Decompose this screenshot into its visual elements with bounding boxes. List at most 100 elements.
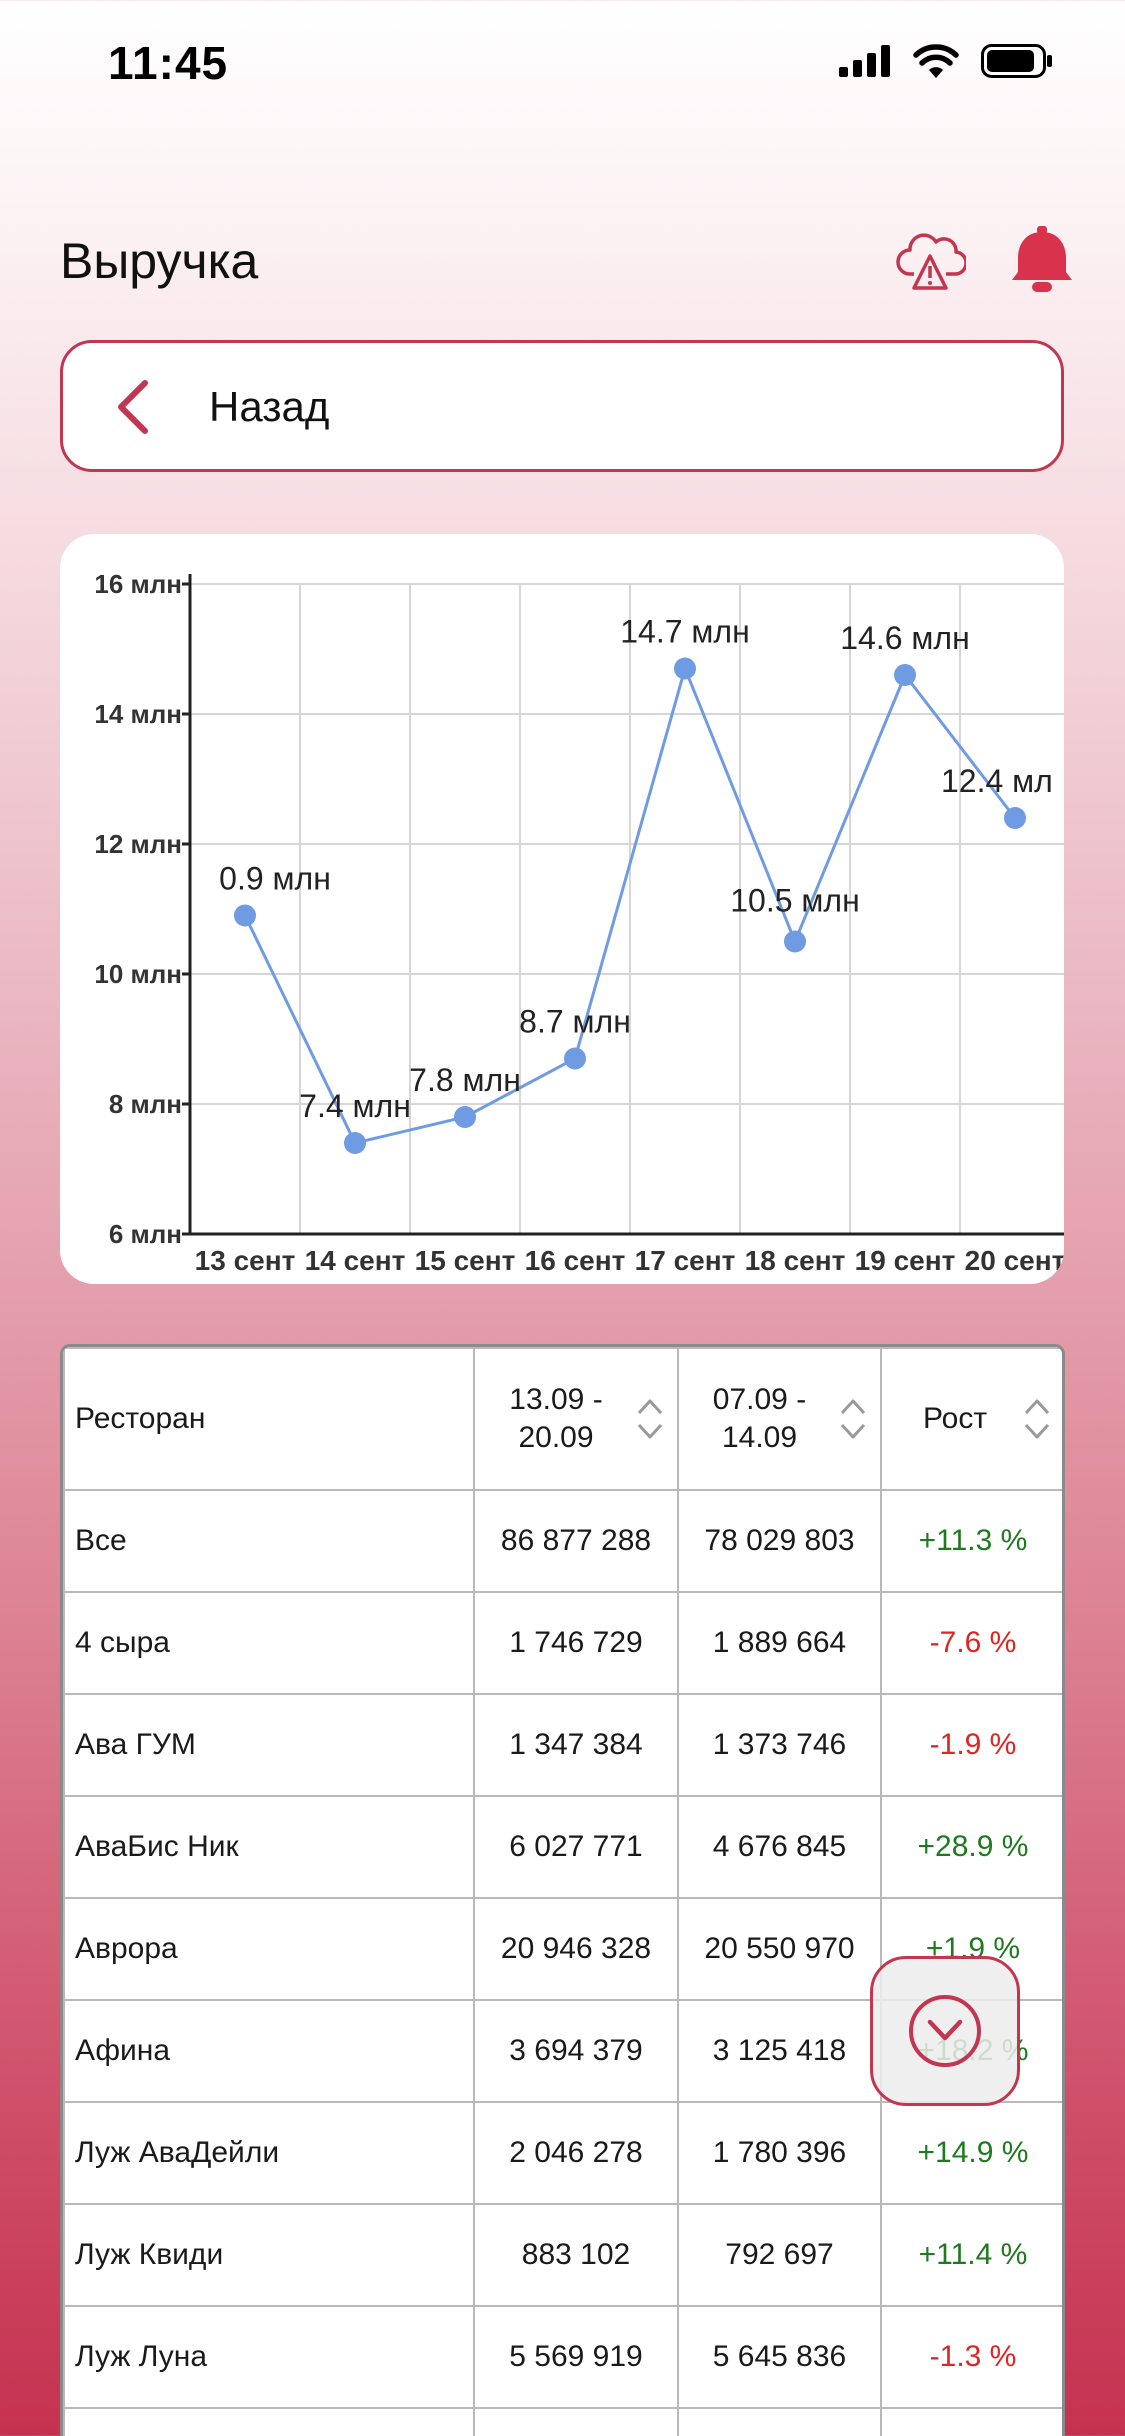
restaurant-name-cell: Аврора xyxy=(63,1897,475,2001)
table-row[interactable]: Луж Квиди 883 102 792 697 +11.4 % xyxy=(63,2203,1062,2307)
table-row[interactable]: Луж Луна 5 569 919 5 645 836 -1.3 % xyxy=(63,2305,1062,2409)
status-bar: 11:45 xyxy=(0,0,1125,130)
growth-cell: +11.3 % xyxy=(880,1489,1062,1593)
period1-value-cell: 3 694 379 xyxy=(473,1999,679,2103)
growth-cell: +14.9 % xyxy=(880,2101,1062,2205)
header-growth[interactable]: Рост xyxy=(880,1347,1062,1491)
x-tick-label: 17 сент xyxy=(635,1245,736,1276)
status-icons xyxy=(839,44,1053,78)
battery-icon xyxy=(981,44,1052,78)
y-tick-label: 8 млн xyxy=(109,1089,182,1119)
data-label: 14.6 млн xyxy=(840,620,970,656)
status-time: 11:45 xyxy=(108,37,229,89)
header-period1-line2: 20.09 xyxy=(518,1421,594,1454)
back-label: Назад xyxy=(209,383,330,430)
table-row[interactable] xyxy=(63,2407,1062,2436)
header-period2-line2: 14.09 xyxy=(721,1421,798,1454)
period1-value-cell: 6 027 771 xyxy=(473,1795,679,1899)
period1-value-cell: 5 569 919 xyxy=(473,2305,679,2409)
table-row[interactable]: Луж АваДейли 2 046 278 1 780 396 +14.9 % xyxy=(63,2101,1062,2205)
x-tick-label: 13 сент xyxy=(195,1245,296,1276)
data-label: 0.9 млн xyxy=(219,861,331,897)
period2-value-cell: 1 780 396 xyxy=(677,2101,882,2205)
growth-cell: +11.4 % xyxy=(880,2203,1062,2307)
x-tick-label: 14 сент xyxy=(305,1245,406,1276)
chevron-left-icon xyxy=(118,380,148,434)
restaurant-name-cell: Ава ГУМ xyxy=(63,1693,475,1797)
growth-cell: -1.9 % xyxy=(880,1693,1062,1797)
period1-value-cell: 1 746 729 xyxy=(473,1591,679,1695)
header-restaurant-label: Ресторан xyxy=(75,1402,206,1435)
x-tick-label: 19 сент xyxy=(855,1245,956,1276)
x-tick-label: 18 сент xyxy=(745,1245,846,1276)
sort-icon[interactable] xyxy=(635,1393,665,1445)
data-label: 7.4 млн xyxy=(299,1088,411,1124)
period2-value-cell: 78 029 803 xyxy=(677,1489,882,1593)
y-tick-label: 12 млн xyxy=(94,829,182,859)
wifi-icon xyxy=(913,44,959,78)
period2-value-cell: 792 697 xyxy=(677,2203,882,2307)
header-period2[interactable]: 07.09 - 14.09 xyxy=(677,1347,882,1491)
data-point xyxy=(894,664,916,686)
bell-icon[interactable] xyxy=(1006,224,1078,296)
line-chart: 6 млн 8 млн 10 млн 12 млн 14 млн 16 млн 13 сен… xyxy=(94,569,1064,1276)
data-point xyxy=(234,904,256,927)
x-tick-label: 20 сент xyxy=(965,1245,1064,1276)
restaurant-name-cell: Луж Луна xyxy=(63,2305,475,2409)
header-period2-line1: 07.09 - xyxy=(712,1383,807,1416)
period1-value-cell: 1 347 384 xyxy=(473,1693,679,1797)
data-label: 8.7 млн xyxy=(519,1004,631,1040)
data-point xyxy=(784,930,806,953)
sort-icon[interactable] xyxy=(1022,1393,1052,1445)
data-label: 14.7 млн xyxy=(620,614,750,650)
table-row[interactable]: Все 86 877 288 78 029 803 +11.3 % xyxy=(63,1489,1062,1593)
header-restaurant[interactable]: Ресторан xyxy=(63,1347,475,1491)
y-tick-label: 6 млн xyxy=(109,1219,182,1249)
period2-value-cell: 4 676 845 xyxy=(677,1795,882,1899)
period1-value-cell: 86 877 288 xyxy=(473,1489,679,1593)
page-title: Выручка xyxy=(60,233,259,289)
period1-value-cell xyxy=(473,2407,679,2436)
period1-value-cell: 2 046 278 xyxy=(473,2101,679,2205)
revenue-chart: 6 млн 8 млн 10 млн 12 млн 14 млн 16 млн 13 сен… xyxy=(60,534,1064,1284)
back-button[interactable]: Назад xyxy=(60,340,1064,472)
table-row[interactable]: 4 сыра 1 746 729 1 889 664 -7.6 % xyxy=(63,1591,1062,1695)
table-header-row: Ресторан 13.09 - 20.09 07.09 - xyxy=(63,1347,1062,1491)
growth-cell: -7.6 % xyxy=(880,1591,1062,1695)
x-tick-label: 16 сент xyxy=(525,1245,626,1276)
restaurant-name-cell xyxy=(63,2407,475,2436)
period2-value-cell xyxy=(677,2407,882,2436)
header-period1[interactable]: 13.09 - 20.09 xyxy=(473,1347,679,1491)
data-point xyxy=(344,1132,366,1154)
y-tick-label: 14 млн xyxy=(94,699,182,729)
table-row[interactable]: Ава ГУМ 1 347 384 1 373 746 -1.9 % xyxy=(63,1693,1062,1797)
table-row[interactable]: Аврора 20 946 328 20 550 970 +1.9 % xyxy=(63,1897,1062,2001)
series-line xyxy=(243,663,1017,1145)
header-growth-label: Рост xyxy=(922,1402,988,1435)
cloud-warning-icon[interactable] xyxy=(896,226,968,296)
growth-cell: -1.3 % xyxy=(880,2305,1062,2409)
y-tick-label: 16 млн xyxy=(94,569,182,599)
period1-value-cell: 20 946 328 xyxy=(473,1897,679,2001)
restaurant-name-cell: АваБис Ник xyxy=(63,1795,475,1899)
data-label: 12.4 мл xyxy=(941,763,1053,799)
period2-value-cell: 20 550 970 xyxy=(677,1897,882,2001)
y-tick-label: 10 млн xyxy=(94,959,182,989)
data-label: 10.5 млн xyxy=(730,883,860,919)
period2-value-cell: 3 125 418 xyxy=(677,1999,882,2103)
data-point xyxy=(564,1047,586,1070)
scroll-down-button[interactable] xyxy=(870,1956,1020,2106)
restaurant-name-cell: Луж Квиди xyxy=(63,2203,475,2307)
revenue-table: Ресторан 13.09 - 20.09 07.09 - xyxy=(60,1344,1065,2436)
data-point xyxy=(674,657,696,680)
restaurant-name-cell: 4 сыра xyxy=(63,1591,475,1695)
signal-icon xyxy=(839,45,890,77)
growth-cell: +28.9 % xyxy=(880,1795,1062,1899)
table-row[interactable]: АваБис Ник 6 027 771 4 676 845 +28.9 % xyxy=(63,1795,1062,1899)
restaurant-name-cell: Все xyxy=(63,1489,475,1593)
period1-value-cell: 883 102 xyxy=(473,2203,679,2307)
period2-value-cell: 1 889 664 xyxy=(677,1591,882,1695)
restaurant-name-cell: Афина xyxy=(63,1999,475,2103)
period2-value-cell: 5 645 836 xyxy=(677,2305,882,2409)
sort-icon[interactable] xyxy=(838,1393,868,1445)
